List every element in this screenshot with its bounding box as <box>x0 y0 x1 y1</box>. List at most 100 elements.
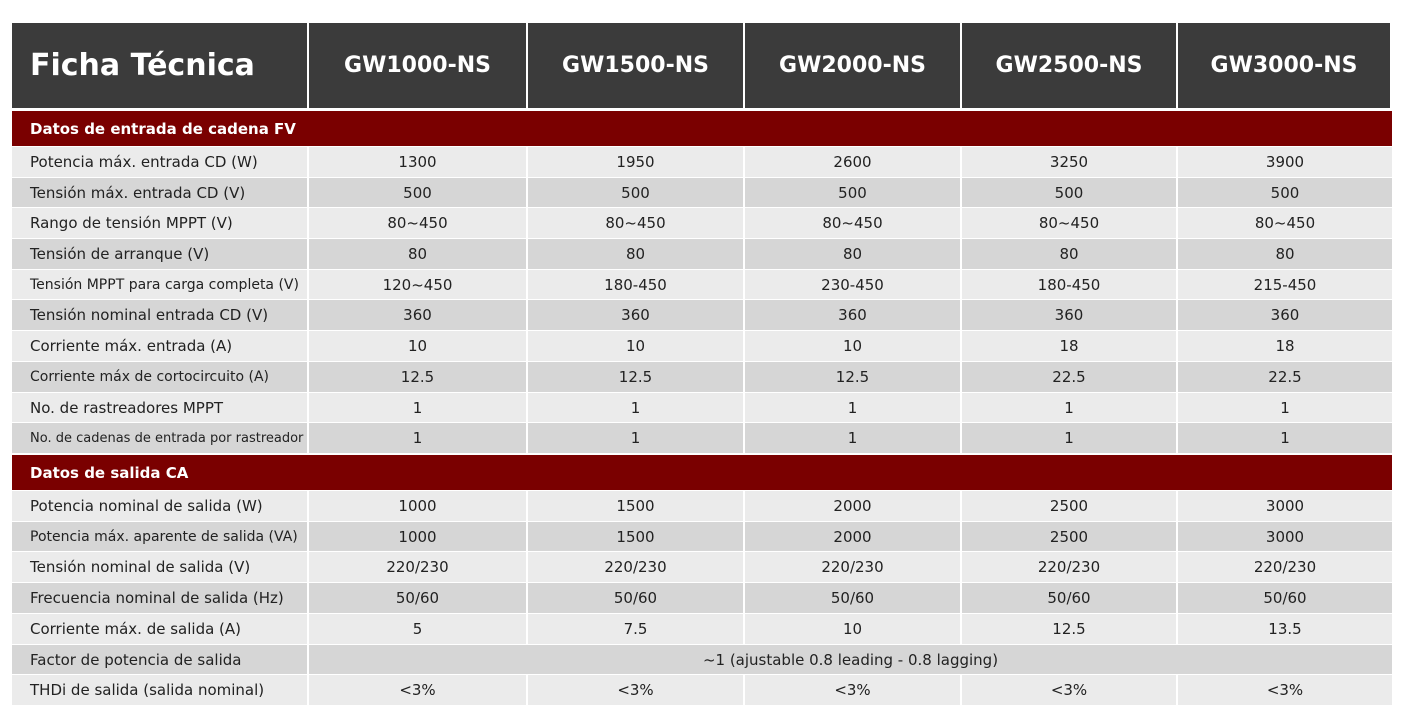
row-label: Potencia nominal de salida (W) <box>12 491 307 521</box>
cell-value: 180-450 <box>962 270 1176 299</box>
cell-value: 12.5 <box>309 362 526 392</box>
cell-value: 1 <box>1178 423 1392 453</box>
cell-value: 1 <box>962 393 1176 422</box>
cell-value: 80 <box>745 239 960 269</box>
row-label: Tensión máx. entrada CD (V) <box>12 178 307 207</box>
cell-value: 500 <box>962 178 1176 207</box>
cell-value: 3000 <box>1178 522 1392 551</box>
cell-value: 220/230 <box>745 552 960 582</box>
cell-value: 1 <box>962 423 1176 453</box>
cell-value: 360 <box>745 300 960 330</box>
cell-value: 2600 <box>745 147 960 177</box>
cell-value: 50/60 <box>962 583 1176 613</box>
cell-value: 1 <box>745 423 960 453</box>
cell-value: 5 <box>309 614 526 644</box>
cell-value: 500 <box>309 178 526 207</box>
cell-value: 12.5 <box>962 614 1176 644</box>
cell-value: 1 <box>309 423 526 453</box>
model-header: GW3000-NS <box>1178 23 1390 108</box>
row-label: Corriente máx. de salida (A) <box>12 614 307 644</box>
cell-value: 22.5 <box>962 362 1176 392</box>
cell-value: 1 <box>309 393 526 422</box>
cell-value: 1 <box>528 423 743 453</box>
row-label: Tensión nominal de salida (V) <box>12 552 307 582</box>
model-header: GW2000-NS <box>745 23 960 108</box>
cell-value: 220/230 <box>962 552 1176 582</box>
row-label: Potencia máx. entrada CD (W) <box>12 147 307 177</box>
row-label: Tensión nominal entrada CD (V) <box>12 300 307 330</box>
row-label: No. de rastreadores MPPT <box>12 393 307 422</box>
cell-value: <3% <box>528 675 743 705</box>
cell-value: 2500 <box>962 522 1176 551</box>
cell-value: 3000 <box>1178 491 1392 521</box>
cell-value: 1 <box>1178 393 1392 422</box>
section-title: Datos de entrada de cadena FV <box>12 111 1392 146</box>
cell-value: 1 <box>745 393 960 422</box>
cell-value: 12.5 <box>528 362 743 392</box>
cell-value: 50/60 <box>745 583 960 613</box>
cell-value: 120~450 <box>309 270 526 299</box>
model-header: GW1500-NS <box>528 23 743 108</box>
cell-value: 1000 <box>309 491 526 521</box>
row-label: Tensión MPPT para carga completa (V) <box>12 270 307 299</box>
cell-value: 22.5 <box>1178 362 1392 392</box>
cell-value: 10 <box>745 331 960 361</box>
cell-value: 360 <box>309 300 526 330</box>
cell-value: 80~450 <box>745 208 960 238</box>
cell-value: 50/60 <box>1178 583 1392 613</box>
model-header: GW1000-NS <box>309 23 526 108</box>
row-label: Tensión de arranque (V) <box>12 239 307 269</box>
cell-value: 1500 <box>528 491 743 521</box>
model-header: GW2500-NS <box>962 23 1176 108</box>
cell-value: <3% <box>962 675 1176 705</box>
cell-value: 360 <box>962 300 1176 330</box>
cell-value: 80 <box>528 239 743 269</box>
cell-value: 360 <box>528 300 743 330</box>
cell-value: 80~450 <box>962 208 1176 238</box>
cell-value: 80~450 <box>528 208 743 238</box>
cell-value: 80~450 <box>309 208 526 238</box>
row-label: Factor de potencia de salida <box>12 645 307 674</box>
cell-value: <3% <box>1178 675 1392 705</box>
cell-value: 500 <box>1178 178 1392 207</box>
row-label: THDi de salida (salida nominal) <box>12 675 307 705</box>
row-label: No. de cadenas de entrada por rastreador <box>12 423 307 453</box>
cell-value: 1300 <box>309 147 526 177</box>
cell-value: 50/60 <box>528 583 743 613</box>
cell-value: 220/230 <box>528 552 743 582</box>
row-label: Corriente máx. entrada (A) <box>12 331 307 361</box>
cell-value: 80 <box>309 239 526 269</box>
cell-value: 2000 <box>745 491 960 521</box>
cell-value: 12.5 <box>745 362 960 392</box>
cell-value: 10 <box>745 614 960 644</box>
merged-value: ~1 (ajustable 0.8 leading - 0.8 lagging) <box>309 645 1392 674</box>
cell-value: 2500 <box>962 491 1176 521</box>
cell-value: 220/230 <box>1178 552 1392 582</box>
row-label: Rango de tensión MPPT (V) <box>12 208 307 238</box>
cell-value: 2000 <box>745 522 960 551</box>
cell-value: 80~450 <box>1178 208 1392 238</box>
cell-value: 3250 <box>962 147 1176 177</box>
cell-value: 18 <box>962 331 1176 361</box>
sheet-title: Ficha Técnica <box>12 23 307 108</box>
section-title: Datos de salida CA <box>12 455 1392 490</box>
cell-value: 180-450 <box>528 270 743 299</box>
cell-value: 1000 <box>309 522 526 551</box>
cell-value: 1 <box>528 393 743 422</box>
cell-value: 50/60 <box>309 583 526 613</box>
cell-value: 500 <box>745 178 960 207</box>
row-label: Frecuencia nominal de salida (Hz) <box>12 583 307 613</box>
cell-value: 215-450 <box>1178 270 1392 299</box>
row-label: Corriente máx de cortocircuito (A) <box>12 362 307 392</box>
cell-value: 3900 <box>1178 147 1392 177</box>
cell-value: 220/230 <box>309 552 526 582</box>
cell-value: 7.5 <box>528 614 743 644</box>
cell-value: 1500 <box>528 522 743 551</box>
cell-value: <3% <box>745 675 960 705</box>
cell-value: 10 <box>309 331 526 361</box>
cell-value: 360 <box>1178 300 1392 330</box>
cell-value: 80 <box>1178 239 1392 269</box>
cell-value: 80 <box>962 239 1176 269</box>
cell-value: 230-450 <box>745 270 960 299</box>
